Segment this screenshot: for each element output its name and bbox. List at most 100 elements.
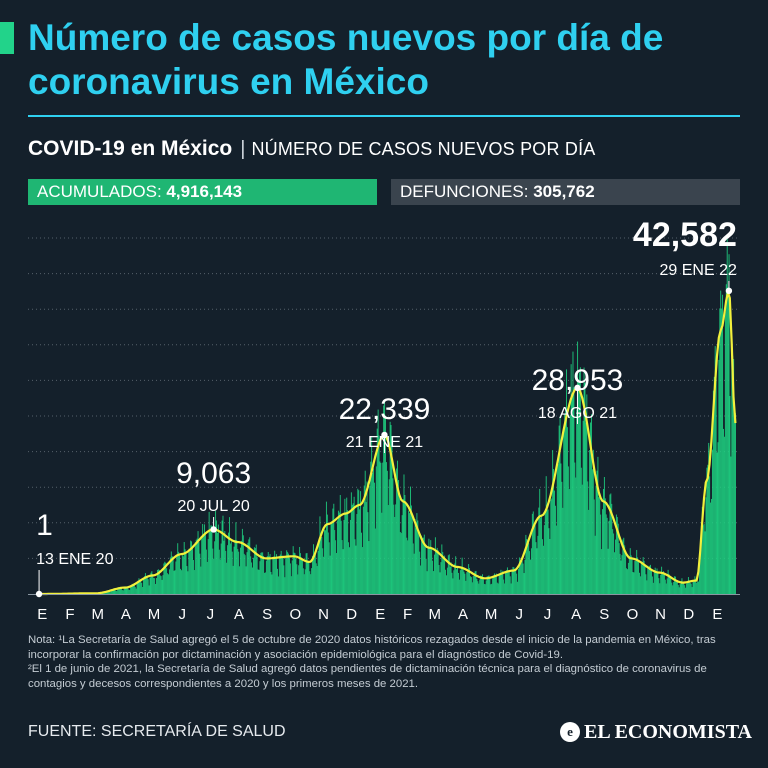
daily-bar	[454, 563, 456, 594]
daily-bar	[180, 570, 182, 594]
daily-bar	[300, 553, 302, 594]
daily-bar	[120, 586, 121, 594]
daily-bar	[549, 538, 551, 594]
daily-bar	[330, 523, 332, 594]
daily-bar	[640, 561, 642, 594]
defunciones-value: 305,762	[533, 182, 595, 201]
x-tick-label: S	[599, 606, 609, 623]
daily-bar	[123, 588, 125, 594]
x-tick-label: E	[37, 606, 47, 623]
daily-bar	[466, 572, 468, 594]
daily-bar	[674, 576, 676, 594]
annotation-date: 29 ENE 22	[660, 262, 737, 279]
daily-bar	[217, 524, 219, 594]
x-tick-label: A	[458, 606, 468, 623]
daily-bar	[508, 570, 510, 594]
daily-bar	[355, 545, 357, 594]
daily-bar	[156, 570, 158, 594]
daily-bar	[283, 565, 285, 594]
daily-bar	[559, 416, 561, 594]
daily-bar	[494, 573, 495, 594]
daily-bar	[554, 490, 555, 594]
daily-bar	[473, 572, 475, 594]
daily-bar	[108, 591, 109, 594]
daily-bar	[632, 572, 634, 594]
daily-bar	[497, 583, 499, 594]
daily-bar	[723, 436, 725, 594]
daily-bar	[365, 502, 367, 594]
daily-bar	[222, 515, 224, 594]
daily-bar	[731, 335, 733, 594]
daily-bar	[390, 424, 392, 594]
daily-bar	[486, 576, 488, 594]
daily-bar	[602, 509, 603, 594]
daily-bar	[397, 480, 399, 594]
daily-bar	[679, 584, 681, 594]
daily-bar	[465, 580, 467, 594]
daily-bar	[133, 583, 135, 594]
daily-bar	[542, 545, 544, 594]
daily-bar	[138, 578, 140, 594]
daily-bar	[341, 540, 343, 594]
daily-bar	[305, 553, 307, 594]
daily-bar	[562, 507, 564, 594]
daily-bar	[192, 560, 194, 594]
daily-bar	[642, 557, 644, 594]
daily-bar	[423, 534, 425, 594]
daily-bar	[335, 540, 337, 594]
daily-bar	[696, 582, 698, 594]
daily-bar	[518, 557, 520, 594]
daily-bar	[723, 428, 724, 594]
daily-bar	[295, 558, 297, 594]
daily-bar	[209, 528, 211, 594]
daily-bar	[182, 556, 184, 594]
daily-bar	[291, 560, 293, 594]
daily-bar	[287, 552, 289, 594]
daily-bar	[517, 581, 519, 594]
daily-bar	[284, 577, 286, 594]
daily-bar	[579, 367, 581, 594]
daily-bar	[665, 583, 667, 594]
daily-bar	[693, 580, 695, 594]
daily-bar	[391, 439, 393, 594]
daily-bar	[165, 562, 167, 594]
daily-bar	[623, 537, 625, 594]
daily-bar	[142, 586, 144, 594]
daily-bar	[361, 532, 362, 594]
daily-bar	[680, 581, 682, 594]
daily-bar	[296, 564, 298, 594]
daily-bar	[103, 593, 105, 594]
daily-bar	[582, 420, 584, 594]
daily-bar	[127, 586, 129, 594]
daily-bar	[160, 576, 162, 594]
daily-bar	[705, 497, 707, 594]
daily-bar	[702, 525, 704, 594]
daily-bar	[604, 498, 606, 594]
daily-bar	[202, 523, 204, 594]
daily-bar	[174, 570, 176, 594]
daily-bar	[698, 581, 700, 594]
daily-bar	[666, 578, 668, 594]
daily-bar	[306, 553, 308, 594]
daily-bar	[606, 517, 608, 594]
daily-bar	[241, 528, 243, 594]
daily-bar	[457, 567, 458, 594]
trend-line	[39, 291, 737, 596]
daily-bar	[480, 575, 482, 594]
daily-bar	[534, 524, 536, 594]
daily-bar	[472, 576, 474, 594]
daily-bar	[173, 570, 175, 594]
daily-bar	[179, 553, 181, 594]
daily-bar	[712, 390, 714, 594]
daily-bar	[699, 565, 700, 594]
daily-bar	[574, 462, 576, 594]
daily-bar	[667, 569, 669, 594]
daily-bar	[224, 531, 226, 594]
daily-bar	[265, 560, 267, 594]
daily-bar	[135, 588, 137, 594]
daily-bar	[315, 563, 317, 594]
daily-bar	[672, 585, 674, 594]
daily-bar	[336, 553, 338, 594]
daily-bar	[717, 442, 719, 594]
daily-bar	[325, 530, 326, 594]
